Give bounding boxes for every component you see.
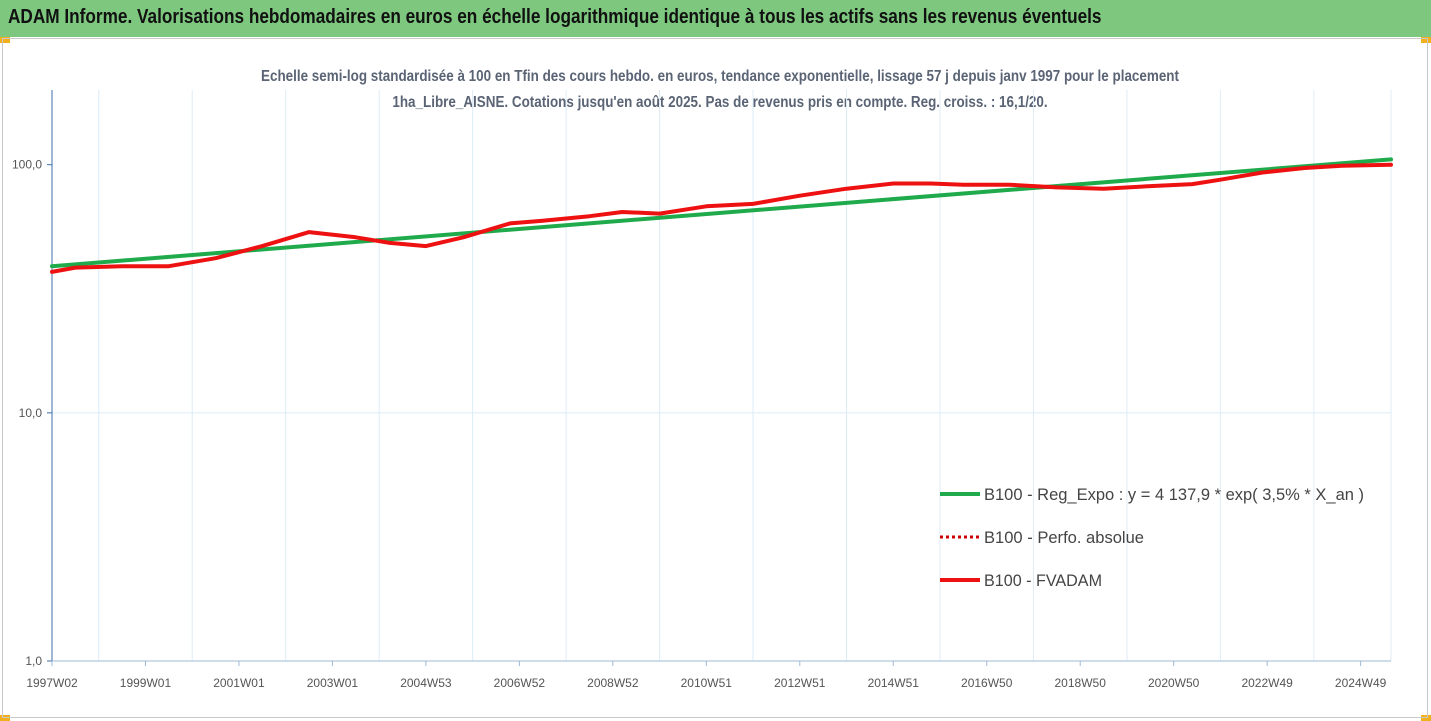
legend-label: B100 - FVADAM (984, 571, 1102, 590)
corner-marker-left (0, 37, 10, 43)
corner-marker-right (1421, 37, 1431, 43)
y-tick-label: 1,0 (25, 654, 42, 668)
page-title: ADAM Informe. Valorisations hebdomadaire… (8, 6, 1102, 28)
x-tick-label: 2016W50 (961, 676, 1013, 690)
corner-marker-bottom-left (0, 715, 10, 721)
x-tick-label: 2022W49 (1241, 676, 1293, 690)
x-tick-label: 2004W53 (400, 676, 452, 690)
x-tick-label: 2003W01 (307, 676, 359, 690)
series-line-2 (50, 162, 1393, 274)
x-tick-label: 1999W01 (120, 676, 172, 690)
x-tick-label: 2014W51 (868, 676, 920, 690)
title-bar: ADAM Informe. Valorisations hebdomadaire… (0, 0, 1431, 37)
legend-label: B100 - Perfo. absolue (984, 528, 1144, 547)
x-tick-label: 2012W51 (774, 676, 826, 690)
series-line-1 (51, 163, 1392, 273)
legend-label: B100 - Reg_Expo : y = 4 137,9 * exp( 3,5… (984, 485, 1364, 504)
y-tick-label: 100,0 (12, 158, 42, 172)
x-tick-label: 2001W01 (213, 676, 265, 690)
chart-title: Echelle semi-log standardisée à 100 en T… (261, 68, 1179, 111)
corner-marker-bottom-right (1421, 715, 1431, 721)
y-tick-label: 10,0 (19, 406, 43, 420)
series-line-0 (50, 157, 1393, 269)
x-tick-label: 2010W51 (681, 676, 733, 690)
x-tick-label: 2018W50 (1055, 676, 1107, 690)
x-tick-label: 2008W52 (587, 676, 639, 690)
chart-frame (2, 38, 1428, 718)
x-tick-label: 2024W49 (1335, 676, 1387, 690)
x-tick-label: 2020W50 (1148, 676, 1200, 690)
x-tick-label: 1997W02 (26, 676, 78, 690)
x-tick-label: 2006W52 (494, 676, 546, 690)
